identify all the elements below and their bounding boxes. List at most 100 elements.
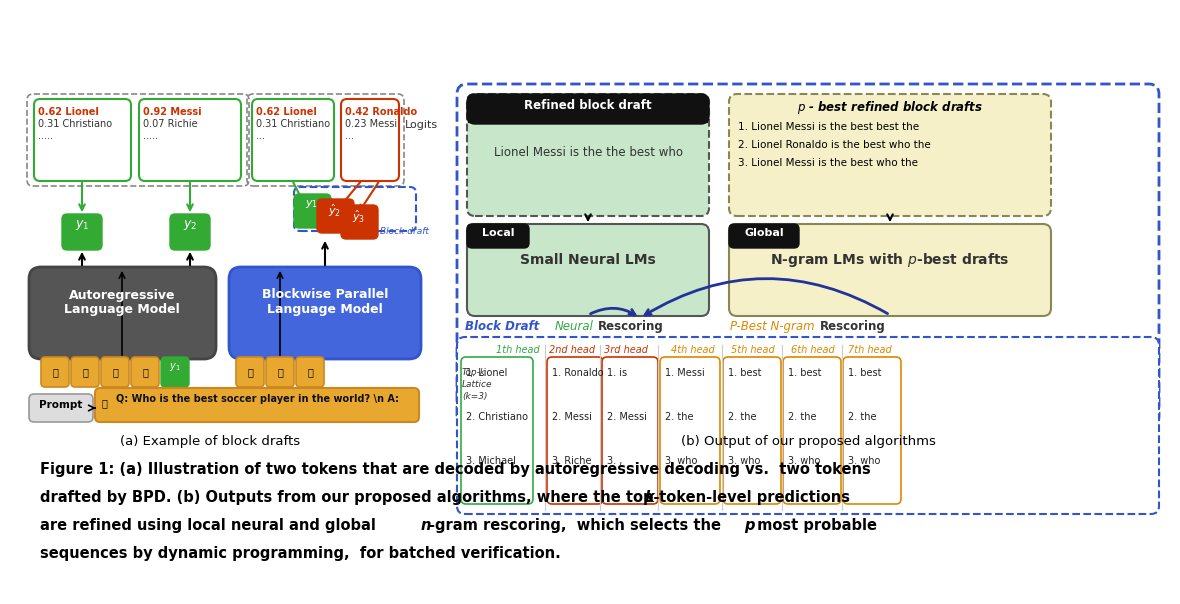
- Text: are refined using local neural and global: are refined using local neural and globa…: [40, 518, 381, 533]
- Text: 3. Lionel Messi is the best who the: 3. Lionel Messi is the best who the: [738, 158, 918, 168]
- FancyBboxPatch shape: [457, 337, 1159, 514]
- FancyBboxPatch shape: [253, 99, 334, 181]
- Text: Rescoring: Rescoring: [598, 320, 663, 333]
- Text: Block draft: Block draft: [380, 227, 428, 236]
- Text: Lattice: Lattice: [463, 380, 492, 389]
- Text: $y_1$: $y_1$: [169, 361, 181, 373]
- Text: 1. Messi: 1. Messi: [666, 368, 704, 378]
- Text: 1th head: 1th head: [496, 345, 540, 355]
- Text: 3. who: 3. who: [666, 456, 697, 466]
- Text: 7th head: 7th head: [848, 345, 892, 355]
- Text: 0.62 Lionel: 0.62 Lionel: [256, 107, 317, 117]
- Text: 1. Lionel: 1. Lionel: [466, 368, 507, 378]
- FancyBboxPatch shape: [71, 357, 99, 387]
- FancyBboxPatch shape: [843, 357, 902, 504]
- FancyBboxPatch shape: [461, 357, 533, 504]
- Text: ...: ...: [345, 131, 354, 141]
- Text: 2. Lionel Ronaldo is the best who the: 2. Lionel Ronaldo is the best who the: [738, 140, 931, 150]
- FancyBboxPatch shape: [660, 357, 720, 504]
- FancyBboxPatch shape: [229, 267, 421, 359]
- Text: 2. the: 2. the: [666, 412, 694, 422]
- Text: most probable: most probable: [752, 518, 877, 533]
- Text: Autoregressive: Autoregressive: [68, 289, 176, 301]
- Text: 0.31 Christiano: 0.31 Christiano: [38, 119, 112, 129]
- Text: P-Best N-gram: P-Best N-gram: [730, 320, 814, 333]
- Text: (a) Example of block drafts: (a) Example of block drafts: [120, 435, 300, 448]
- Text: Global: Global: [745, 228, 784, 238]
- Text: $y_1$: $y_1$: [306, 198, 319, 210]
- FancyBboxPatch shape: [296, 357, 325, 387]
- FancyBboxPatch shape: [63, 214, 101, 250]
- Text: $p$ - best refined block drafts: $p$ - best refined block drafts: [796, 99, 983, 116]
- Text: 📄: 📄: [277, 367, 283, 377]
- FancyBboxPatch shape: [317, 199, 354, 233]
- FancyBboxPatch shape: [96, 388, 419, 422]
- Text: 1. Lionel Messi is the best best the: 1. Lionel Messi is the best best the: [738, 122, 919, 132]
- FancyBboxPatch shape: [30, 394, 93, 422]
- Text: 2. the: 2. the: [728, 412, 756, 422]
- Text: 0.42 Ronaldo: 0.42 Ronaldo: [345, 107, 417, 117]
- Text: $y_2$: $y_2$: [183, 218, 197, 232]
- Text: Figure 1: (a) Illustration of two tokens that are decoded by autoregressive deco: Figure 1: (a) Illustration of two tokens…: [40, 462, 871, 477]
- FancyBboxPatch shape: [467, 94, 709, 216]
- Text: 2. Messi: 2. Messi: [607, 412, 647, 422]
- FancyBboxPatch shape: [467, 94, 709, 124]
- Text: Neural: Neural: [555, 320, 594, 333]
- Text: 1. best: 1. best: [848, 368, 881, 378]
- Text: 0.92 Messi: 0.92 Messi: [143, 107, 202, 117]
- Text: .....: .....: [143, 131, 158, 141]
- Text: 3rd head: 3rd head: [604, 345, 648, 355]
- Text: p: p: [745, 518, 754, 533]
- Text: 3. Riche: 3. Riche: [552, 456, 591, 466]
- Text: 1. is: 1. is: [607, 368, 627, 378]
- Text: Logits: Logits: [405, 120, 438, 130]
- FancyBboxPatch shape: [729, 94, 1051, 216]
- Text: 📄: 📄: [307, 367, 313, 377]
- FancyBboxPatch shape: [131, 357, 159, 387]
- Text: 5th head: 5th head: [732, 345, 775, 355]
- Text: drafted by BPD. (b) Outputs from our proposed algorithms, where the top-: drafted by BPD. (b) Outputs from our pro…: [40, 490, 660, 505]
- FancyBboxPatch shape: [729, 224, 1051, 316]
- Text: Q: Who is the best soccer player in the world? \n A:: Q: Who is the best soccer player in the …: [116, 394, 399, 404]
- FancyBboxPatch shape: [729, 224, 799, 248]
- Text: 📄: 📄: [83, 367, 88, 377]
- Text: -gram rescoring,  which selects the: -gram rescoring, which selects the: [430, 518, 726, 533]
- Text: 1. Ronaldo: 1. Ronaldo: [552, 368, 604, 378]
- Text: 3. who: 3. who: [728, 456, 760, 466]
- Text: Top-k: Top-k: [463, 368, 486, 377]
- Text: Language Model: Language Model: [64, 303, 179, 316]
- Text: 2. Christiano: 2. Christiano: [466, 412, 527, 422]
- FancyBboxPatch shape: [602, 357, 658, 504]
- Text: $\hat{y}_2$: $\hat{y}_2$: [328, 203, 341, 219]
- Text: Prompt: Prompt: [39, 400, 83, 410]
- FancyBboxPatch shape: [30, 267, 216, 359]
- Text: N-gram LMs with $p$-best drafts: N-gram LMs with $p$-best drafts: [771, 251, 1010, 269]
- Text: 📄: 📄: [52, 367, 58, 377]
- Text: k: k: [645, 490, 655, 505]
- Text: 3. who: 3. who: [788, 456, 820, 466]
- Text: Small Neural LMs: Small Neural LMs: [520, 253, 656, 267]
- Text: 1. best: 1. best: [728, 368, 761, 378]
- Text: Blockwise Parallel: Blockwise Parallel: [262, 289, 388, 301]
- Bar: [468, 109, 708, 123]
- Text: 0.31 Christiano: 0.31 Christiano: [256, 119, 330, 129]
- FancyBboxPatch shape: [723, 357, 781, 504]
- FancyBboxPatch shape: [341, 205, 378, 239]
- Text: token-level predictions: token-level predictions: [654, 490, 850, 505]
- FancyBboxPatch shape: [467, 224, 529, 248]
- Text: 📄: 📄: [247, 367, 253, 377]
- Text: Block Draft: Block Draft: [465, 320, 539, 333]
- FancyBboxPatch shape: [41, 357, 68, 387]
- Text: 2. the: 2. the: [848, 412, 877, 422]
- FancyBboxPatch shape: [170, 214, 210, 250]
- Text: 0.07 Richie: 0.07 Richie: [143, 119, 197, 129]
- Text: 0.23 Messi: 0.23 Messi: [345, 119, 398, 129]
- Text: n: n: [421, 518, 432, 533]
- FancyBboxPatch shape: [341, 99, 399, 181]
- FancyBboxPatch shape: [784, 357, 841, 504]
- Text: 6th head: 6th head: [791, 345, 835, 355]
- FancyBboxPatch shape: [294, 194, 332, 228]
- Text: 2. Messi: 2. Messi: [552, 412, 592, 422]
- FancyBboxPatch shape: [236, 357, 264, 387]
- Text: $y_1$: $y_1$: [74, 218, 90, 232]
